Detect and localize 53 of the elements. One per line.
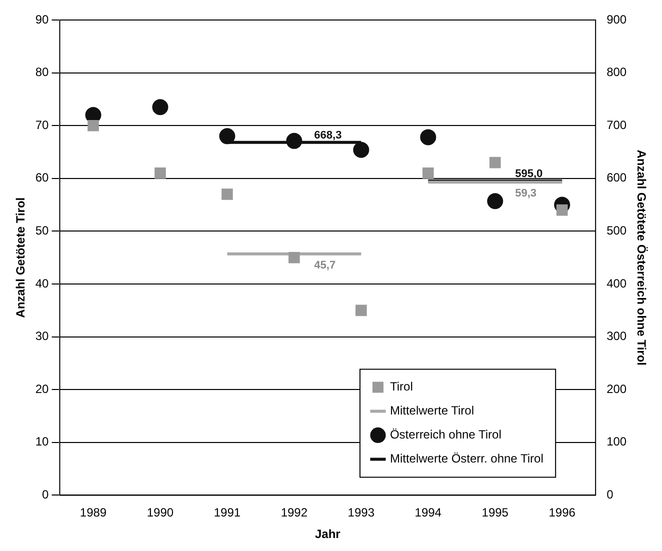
point xyxy=(222,188,233,200)
x-tick-label: 1990 xyxy=(146,506,174,520)
y-tick-label: 20 xyxy=(35,382,50,396)
point xyxy=(422,167,434,179)
point xyxy=(154,167,166,179)
data-label: 595,0 xyxy=(515,168,543,180)
x-tick-label: 1989 xyxy=(80,506,107,520)
y-tick-label: 80 xyxy=(35,65,50,80)
point xyxy=(219,128,236,144)
y2-tick-label: 800 xyxy=(606,65,627,80)
point xyxy=(556,204,568,216)
y-tick-label: 10 xyxy=(35,434,50,449)
data-label: 59,3 xyxy=(515,188,537,200)
point xyxy=(355,304,367,316)
legend-label: Mittelwerte Tirol xyxy=(390,404,474,418)
point xyxy=(353,142,370,158)
y-tick-label: 50 xyxy=(35,224,50,238)
legend-label: Österreich ohne Tirol xyxy=(390,428,502,442)
x-axis-title: Jahr xyxy=(314,527,341,542)
y2-tick-label: 700 xyxy=(606,118,627,132)
x-tick-label: 1996 xyxy=(548,506,576,520)
x-tick-label: 1994 xyxy=(414,506,442,520)
y-tick-label: 40 xyxy=(35,276,50,290)
point xyxy=(152,99,168,116)
x-tick-label: 1991 xyxy=(214,506,241,520)
y2-tick-label: 0 xyxy=(606,488,614,502)
x-tick-label: 1992 xyxy=(280,506,308,520)
point xyxy=(487,193,504,210)
point xyxy=(420,129,436,146)
y2-tick-label: 200 xyxy=(606,382,627,396)
data-label: 668,3 xyxy=(314,129,342,142)
y2-tick-label: 500 xyxy=(606,224,627,238)
point xyxy=(88,120,99,132)
y2-axis-title: Anzahl Getötete Österreich ohne Tirol xyxy=(634,150,648,366)
data-label: 45,7 xyxy=(314,259,336,272)
point xyxy=(286,132,302,149)
point xyxy=(288,252,300,264)
y-tick-label: 0 xyxy=(42,488,50,502)
y-tick-label: 60 xyxy=(35,170,50,185)
x-tick-label: 1995 xyxy=(482,506,509,520)
y-tick-label: 70 xyxy=(35,118,50,132)
y2-tick-label: 900 xyxy=(606,12,627,26)
point xyxy=(489,156,501,168)
legend-label: Tirol xyxy=(390,380,413,394)
y2-tick-label: 100 xyxy=(606,434,627,449)
y-tick-label: 30 xyxy=(35,329,50,344)
y-axis-title: Anzahl Getötete Tirol xyxy=(14,197,28,318)
legend-label: Mittelwerte Österr. ohne Tirol xyxy=(390,452,544,466)
y2-tick-label: 300 xyxy=(606,329,627,344)
x-tick-label: 1993 xyxy=(348,506,375,520)
y-tick-label: 90 xyxy=(35,12,50,26)
y2-tick-label: 400 xyxy=(606,276,627,290)
y2-tick-label: 600 xyxy=(606,170,627,185)
